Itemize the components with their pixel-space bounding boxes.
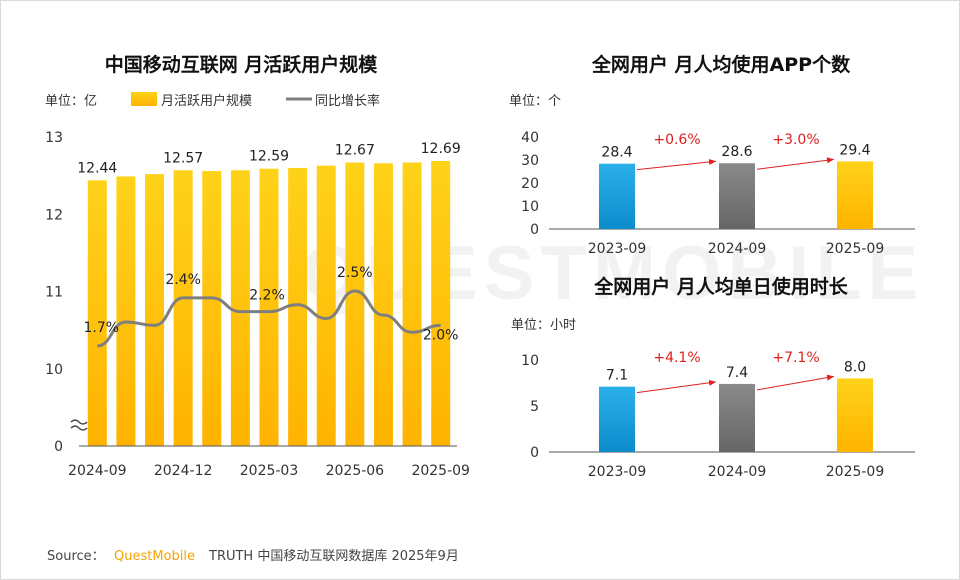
mau-bar [373,163,393,446]
mau-bar-value-label: 12.57 [163,150,203,166]
growth-rate-label: 2.0% [423,327,459,343]
mau-bar [316,165,336,446]
x-tick-label: 2024-09 [708,464,767,480]
x-tick-label: 2024-09 [68,463,127,479]
source-note: Source： QuestMobile TRUTH 中国移动互联网数据库 202… [47,548,459,564]
growth-arrow [756,157,835,170]
x-tick-label: 2024-12 [154,463,213,479]
y-tick-label: 12 [45,207,63,223]
mau-bar [402,162,422,446]
growth-rate-label: 1.7% [84,320,120,336]
legend-swatch-bar [131,92,157,106]
mau-legend: 月活跃用户规模 同比增长率 [131,92,380,109]
mau-bar-value-label: 12.67 [335,143,375,159]
x-tick-label: 2023-09 [588,241,647,257]
daily-time-plot: 0 5 10 7.1 2023-09 7.4 2024-09 8.0 2025-09 +4.1% +… [521,350,915,480]
y-tick-label: 30 [521,153,539,169]
bar [719,163,755,229]
axis-break-icon [70,419,88,431]
mau-chart-title: 中国移动互联网 月活跃用户规模 [105,53,379,76]
growth-percent-label: +7.1% [772,350,819,366]
mau-bar [230,170,250,446]
bar-value-label: 7.4 [726,365,748,381]
x-tick-label: 2025-09 [411,463,470,479]
y-tick-label: 10 [521,353,539,369]
app-count-chart-title: 全网用户 月人均使用APP个数 [591,53,851,76]
legend-label-line: 同比增长率 [315,93,380,109]
y-tick-label: 11 [45,285,63,301]
mau-bar-value-label: 12.44 [77,160,117,176]
mau-x-axis: 2024-09 2024-12 2025-03 2025-06 2025-09 [68,463,470,479]
growth-arrow [636,379,717,394]
mau-bar [345,162,365,446]
bar [719,383,755,452]
bar [837,161,873,229]
bar-value-label: 7.1 [606,368,628,384]
bar-value-label: 8.0 [844,359,866,375]
y-tick-label: 20 [521,176,539,192]
x-tick-label: 2023-09 [588,464,647,480]
mau-bar-value-label: 12.69 [421,141,461,157]
mau-bars: 12.44 12.57 12.59 12.67 12.69 [77,141,461,446]
x-tick-label: 2025-06 [326,463,385,479]
growth-percent-label: +4.1% [653,350,700,366]
mau-growth-line: 1.7% 2.4% 2.2% 2.5% 2.0% [84,265,459,348]
growth-percent-label: +0.6% [653,132,700,148]
y-tick-label: 10 [521,199,539,215]
y-tick-label: 5 [530,399,539,415]
growth-rate-label: 2.4% [165,272,201,288]
bar [837,378,873,452]
growth-arrow [636,158,717,171]
bar [599,163,635,229]
growth-percent-label: +3.0% [772,132,819,148]
y-tick-label: 13 [45,130,63,146]
source-text: TRUTH 中国移动互联网数据库 2025年9月 [208,548,459,564]
mau-y-axis: 0 10 11 12 13 [45,130,63,455]
x-tick-label: 2025-03 [240,463,299,479]
bar-value-label: 29.4 [839,142,870,158]
bar [599,386,635,452]
growth-rate-label: 2.2% [249,288,285,304]
mau-bar [288,167,308,446]
y-tick-label: 0 [530,222,539,238]
mau-unit-label: 单位：亿 [45,94,97,109]
bar-value-label: 28.4 [601,145,632,161]
y-tick-label: 0 [54,439,63,455]
mau-bar [145,174,165,446]
x-tick-label: 2024-09 [708,241,767,257]
mau-chart: 中国移动互联网 月活跃用户规模 单位：亿 月活跃用户规模 同比增长率 0 10 11… [45,53,470,479]
growth-rate-label: 2.5% [337,265,373,281]
mau-bar [173,170,193,446]
daily-time-chart: 全网用户 月人均单日使用时长 单位：小时 0 5 10 7.1 2023-09 7.4 20… [511,275,915,480]
x-tick-label: 2025-09 [826,241,885,257]
source-prefix: Source： [47,549,105,564]
mau-bar-value-label: 12.59 [249,149,289,165]
mau-bar [259,168,279,446]
daily-time-unit-label: 单位：小时 [511,318,576,333]
growth-line-path [97,289,441,348]
app-count-plot: 0 10 20 30 40 28.4 2023-09 28.6 2024-09 29.4 2025-… [521,130,915,257]
bar-value-label: 28.6 [721,144,752,160]
y-tick-label: 10 [45,362,63,378]
app-count-chart: 全网用户 月人均使用APP个数 单位：个 0 10 20 30 40 28.4 2023-0… [509,53,915,257]
mau-bar [87,180,107,446]
y-tick-label: 40 [521,130,539,146]
app-count-unit-label: 单位：个 [509,94,561,109]
mau-bar [116,176,136,446]
source-brand-logo: QuestMobile [114,549,195,564]
daily-time-chart-title: 全网用户 月人均单日使用时长 [593,275,849,298]
mau-bar [431,160,451,446]
growth-arrow [756,374,835,391]
x-tick-label: 2025-09 [826,464,885,480]
y-tick-label: 0 [530,445,539,461]
mau-bar [202,171,222,446]
legend-label-bar: 月活跃用户规模 [161,93,252,109]
